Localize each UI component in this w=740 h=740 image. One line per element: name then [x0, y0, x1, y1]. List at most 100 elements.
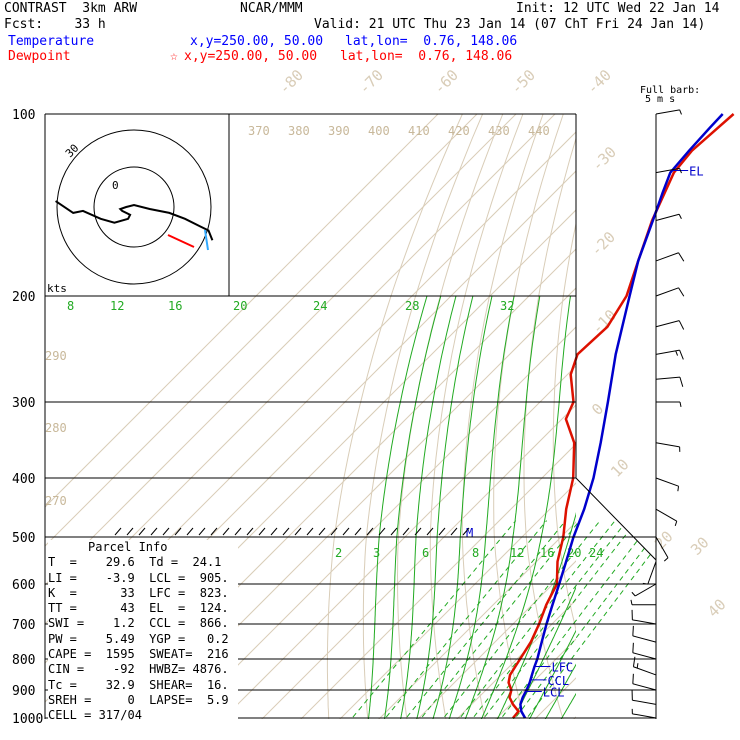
parcel-info-row: T = 29.6 Td = 24.1	[48, 555, 222, 570]
moist-adiabat-line	[448, 295, 515, 719]
wind-barb-staff	[655, 508, 678, 522]
pressure-tick-label: 100	[12, 108, 35, 123]
shear-tick	[330, 527, 338, 536]
pressure-tick-label: 700	[12, 618, 35, 633]
shear-tick	[138, 527, 146, 536]
hodograph-background	[45, 114, 229, 295]
shear-tick	[450, 527, 458, 536]
mixing-ratio-label-lower: 24	[589, 546, 603, 560]
wind-barb-staff	[655, 376, 680, 380]
wind-barb	[656, 401, 682, 407]
wind-barb-staff	[655, 477, 679, 487]
wind-barb-flag	[632, 656, 636, 667]
wind-barb	[655, 349, 684, 360]
dry-adiabat-line	[711, 86, 740, 731]
mixing-ratio-label: 20	[233, 299, 247, 313]
hodograph-trace	[55, 200, 214, 241]
mixing-ratio-line	[341, 520, 517, 719]
theta-label: 400	[368, 124, 390, 138]
isotherm-line	[573, 716, 576, 719]
wind-barb-flag	[679, 168, 682, 174]
temperature-axis-label: 10	[607, 455, 633, 481]
mixing-ratio-label-lower: 12	[510, 546, 524, 560]
temperature-legend-label: Temperature	[8, 34, 95, 49]
moist-adiabat-line	[432, 295, 493, 719]
wind-barb	[630, 599, 656, 606]
theta-label: 380	[288, 124, 310, 138]
wind-barb	[655, 477, 680, 492]
theta-label-left: 290	[45, 349, 67, 363]
wind-barb-flag	[677, 486, 680, 492]
wind-barb	[655, 167, 682, 174]
wind-barb-staff	[632, 699, 657, 705]
shear-tick	[198, 527, 206, 536]
wind-barb-staff	[647, 561, 657, 585]
wind-barb	[632, 656, 657, 676]
shear-tick	[174, 527, 182, 536]
wind-barb-staff	[655, 287, 679, 297]
wind-barb	[642, 561, 657, 585]
wind-barb-flag	[632, 673, 634, 684]
wind-barb-flag	[679, 401, 682, 407]
wind-barb-staff	[655, 109, 680, 115]
dry-adiabat-line	[362, 114, 484, 719]
wind-barb-flag	[636, 663, 639, 669]
mixing-ratio-line	[410, 520, 580, 719]
pressure-tick-label: 1000	[12, 712, 43, 727]
theta-label: 410	[408, 124, 430, 138]
wind-barb-flag	[631, 591, 636, 597]
mixing-ratio-line	[395, 520, 567, 719]
theta-label: 420	[448, 124, 470, 138]
parcel-info-row: TT = 43 EL = 124.	[48, 601, 229, 616]
mixing-ratio-label-lower: 8	[472, 546, 479, 560]
parcel-info-row: LI = -3.9 LCL = 905.	[48, 570, 229, 585]
dewpoint-xy: x,y=250.00, 50.00	[184, 49, 318, 64]
wind-barb	[632, 673, 657, 691]
mixing-ratio-label: 24	[313, 299, 327, 313]
shear-tick	[162, 527, 170, 536]
mixing-ratio-label: 8	[67, 299, 74, 313]
level-marker-lfc: LFC	[551, 660, 573, 674]
shear-tick	[186, 527, 194, 536]
parcel-info-row: CAPE = 1595 SWEAT= 216	[48, 647, 229, 662]
shear-tick	[114, 527, 122, 536]
forecast-hour: Fcst: 33 h	[4, 17, 106, 32]
hodograph-axis-label: kts	[47, 282, 67, 295]
temperature-axis-label: 20	[651, 527, 677, 553]
plot-right-border	[575, 114, 657, 719]
wind-barb	[655, 442, 681, 452]
moist-adiabat-line	[367, 295, 428, 719]
wind-barb	[631, 609, 657, 625]
shear-tick	[390, 527, 398, 536]
dry-adiabat-line	[735, 86, 740, 731]
wind-barb-staff	[632, 619, 657, 625]
dewpoint-latlon: lat,lon= 0.76, 148.06	[340, 49, 513, 64]
dewpoint-trace	[507, 113, 735, 719]
isotherm-line	[534, 677, 576, 719]
wind-barb	[655, 320, 685, 330]
shear-tick	[354, 527, 362, 536]
shear-tick	[426, 527, 434, 536]
parcel-info-row: K = 33 LFC = 823.	[48, 585, 229, 600]
wind-barb-staff	[655, 442, 680, 448]
wind-barb-flag	[678, 214, 682, 219]
moist-adiabat-line	[400, 295, 457, 719]
dewpoint-star-icon: ☆	[170, 49, 178, 64]
mixing-ratio-label: 28	[405, 299, 419, 313]
pressure-tick-label: 400	[12, 472, 35, 487]
mixing-ratio-line	[374, 520, 547, 719]
wind-barb-staff	[655, 213, 680, 221]
theta-label: 370	[248, 124, 270, 138]
parcel-info-rows: T = 29.6 Td = 24.1 LI = -3.9 LCL = 905. K …	[48, 555, 238, 723]
temperature-axis-label: -80	[275, 66, 307, 98]
valid-time: Valid: 21 UTC Thu 23 Jan 14 (07 ChT Fri …	[314, 17, 706, 32]
wind-barb	[655, 376, 684, 387]
level-marker-el: EL	[689, 164, 703, 178]
wind-barb-flag	[679, 377, 684, 387]
marker-m-label: M	[466, 526, 473, 540]
shear-tick	[438, 527, 446, 536]
wind-barb	[655, 213, 682, 221]
isotherm-line	[45, 114, 439, 508]
dry-adiabat-line	[493, 114, 564, 719]
pressure-tick-label: 200	[12, 290, 35, 305]
